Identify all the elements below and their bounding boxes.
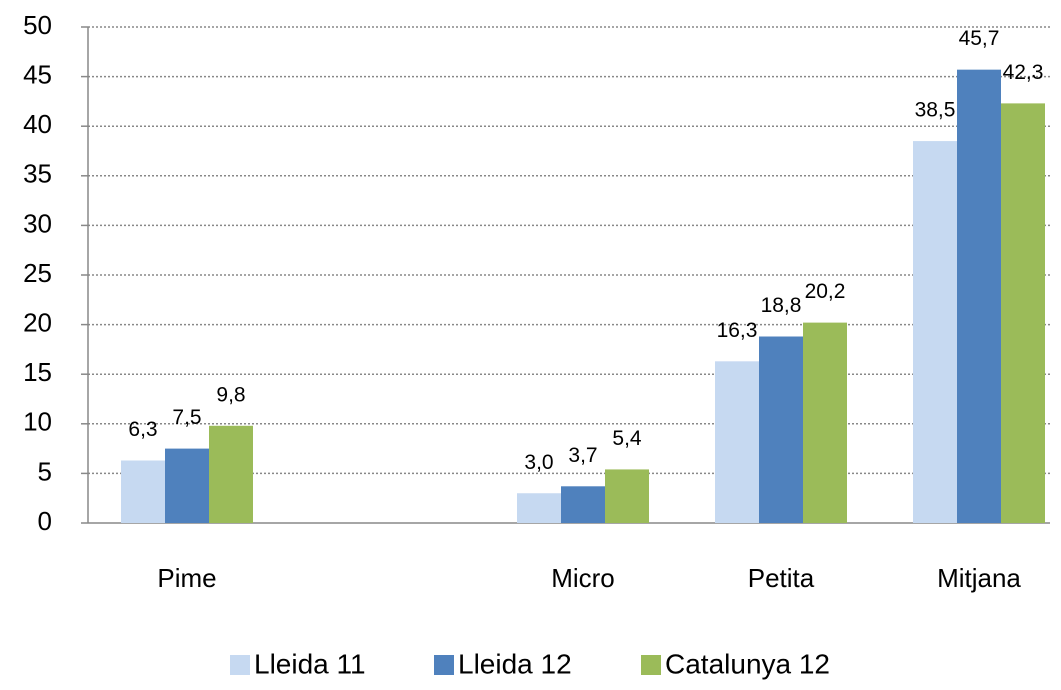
legend-swatch (230, 655, 250, 675)
bar (957, 69, 1001, 523)
value-label: 18,8 (761, 294, 802, 317)
value-label: 9,8 (216, 383, 245, 406)
bar (209, 425, 253, 523)
y-tick-label: 35 (23, 159, 52, 189)
bar (913, 141, 957, 523)
y-tick-label: 30 (23, 208, 52, 238)
value-label: 7,5 (172, 406, 201, 429)
y-tick-label: 10 (23, 407, 52, 437)
value-label: 38,5 (915, 99, 956, 122)
bar (759, 336, 803, 523)
value-label: 45,7 (959, 27, 1000, 50)
bar (165, 448, 209, 523)
legend-swatch (641, 655, 661, 675)
y-tick-label: 15 (23, 357, 52, 387)
bar (605, 469, 649, 523)
y-tick-label: 20 (23, 307, 52, 337)
x-tick-label: Mitjana (937, 563, 1021, 593)
y-tick-label: 50 (23, 10, 52, 40)
legend-label: Lleida 11 (254, 648, 366, 679)
y-tick-label: 25 (23, 258, 52, 288)
x-tick-label: Pime (157, 563, 216, 593)
legend-swatch (434, 655, 454, 675)
value-label: 16,3 (717, 319, 758, 342)
legend-label: Lleida 12 (458, 648, 572, 679)
legend-label: Catalunya 12 (665, 648, 830, 679)
value-label: 5,4 (612, 427, 642, 450)
value-label: 3,7 (568, 444, 597, 467)
value-label: 6,3 (128, 418, 157, 441)
x-tick-label: Petita (748, 563, 815, 593)
bar (121, 460, 165, 523)
value-label: 3,0 (524, 451, 553, 474)
bar (715, 361, 759, 523)
y-tick-label: 45 (23, 59, 52, 89)
y-tick-label: 0 (38, 506, 52, 536)
bar (517, 493, 561, 523)
y-tick-label: 40 (23, 109, 52, 139)
bar (1001, 103, 1045, 523)
y-tick-label: 5 (38, 456, 52, 486)
value-label: 42,3 (1003, 61, 1044, 84)
value-label: 20,2 (805, 280, 846, 303)
bar (803, 322, 847, 523)
x-tick-label: Micro (551, 563, 615, 593)
bar (561, 486, 605, 523)
